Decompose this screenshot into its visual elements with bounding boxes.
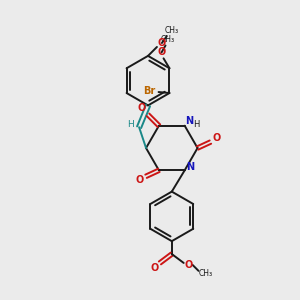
Text: O: O	[138, 103, 146, 113]
Text: Br: Br	[143, 86, 156, 96]
Text: H: H	[194, 120, 200, 129]
Text: O: O	[136, 175, 144, 185]
Text: N: N	[187, 162, 195, 172]
Text: O: O	[184, 260, 193, 270]
Text: O: O	[158, 47, 166, 57]
Text: CH₃: CH₃	[198, 269, 212, 278]
Text: H: H	[127, 120, 134, 129]
Text: O: O	[151, 263, 159, 273]
Text: O: O	[158, 38, 166, 48]
Text: CH₃: CH₃	[165, 26, 179, 34]
Text: O: O	[212, 133, 220, 143]
Text: N: N	[186, 116, 194, 126]
Text: CH₃: CH₃	[160, 35, 175, 44]
